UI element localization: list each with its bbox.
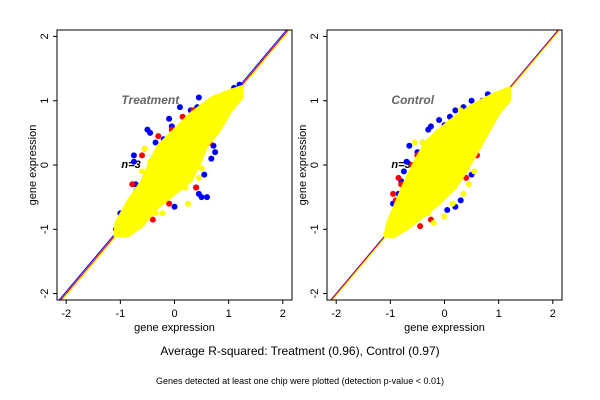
y-tick-label: -1 [309, 224, 321, 234]
data-point [203, 194, 210, 201]
y-axis-label: gene expression [297, 125, 309, 206]
data-point [471, 168, 478, 175]
data-point [130, 152, 137, 159]
data-point [400, 168, 407, 175]
data-point [139, 152, 146, 159]
y-tick-label: 1 [39, 98, 51, 104]
x-tick-label: -2 [331, 308, 341, 320]
data-point [139, 168, 146, 175]
y-tick-label: 2 [309, 33, 321, 39]
y-tick-label: -2 [309, 289, 321, 299]
data-point [166, 200, 173, 207]
data-point [411, 139, 418, 146]
data-point [182, 184, 189, 191]
data-point [130, 158, 137, 165]
plot-area: n=3 [330, 30, 561, 300]
data-point [417, 223, 424, 230]
y-tick-label: 1 [309, 98, 321, 104]
data-point [419, 139, 426, 146]
main-caption: Average R-squared: Treatment (0.96), Con… [160, 344, 440, 358]
data-point [166, 115, 173, 122]
data-point [436, 117, 443, 123]
x-axis-label: gene expression [404, 322, 485, 334]
data-point [129, 181, 136, 188]
data-point [395, 174, 402, 181]
data-point [427, 123, 434, 130]
data-point [425, 210, 432, 217]
data-point [468, 97, 475, 104]
plot-area: n=3 [58, 30, 291, 300]
x-tick-label: -1 [115, 308, 125, 320]
data-point [430, 219, 437, 226]
data-point [201, 171, 208, 178]
data-point [152, 210, 159, 217]
point-cloud [113, 85, 244, 238]
data-point [452, 107, 459, 114]
data-point [406, 142, 413, 149]
series-group [383, 86, 511, 239]
data-point [147, 129, 154, 136]
data-point [465, 181, 472, 188]
y-axis-label: gene expression [27, 125, 39, 206]
x-tick-label: 2 [280, 308, 286, 320]
series-group [113, 85, 244, 238]
x-axis-label: gene expression [134, 322, 215, 334]
data-point [212, 149, 219, 156]
data-point [208, 155, 215, 162]
x-tick-label: -2 [61, 308, 71, 320]
y-tick-label: -1 [39, 224, 51, 234]
x-tick-label: 0 [441, 308, 447, 320]
data-point [457, 107, 464, 114]
y-tick-label: 2 [39, 33, 51, 39]
data-point [171, 203, 178, 210]
data-point [193, 184, 200, 191]
data-point [185, 200, 192, 207]
data-point [449, 200, 456, 207]
sub-caption: Genes detected at least one chip were pl… [156, 376, 444, 386]
data-point [149, 216, 156, 223]
data-point [463, 174, 470, 181]
x-tick-label: 2 [550, 308, 556, 320]
data-point [390, 190, 397, 197]
data-point [187, 120, 194, 127]
data-point [198, 194, 205, 201]
data-point [441, 213, 448, 220]
data-point [198, 165, 205, 172]
data-point [141, 145, 148, 152]
panel-title: Treatment [121, 93, 180, 107]
x-tick-label: 0 [171, 308, 177, 320]
data-point [159, 210, 166, 217]
data-point [457, 197, 464, 204]
point-cloud [383, 86, 511, 239]
data-point [403, 158, 410, 165]
y-tick-label: 0 [39, 162, 51, 168]
data-point [460, 190, 467, 197]
data-point [147, 158, 154, 165]
data-point [155, 133, 162, 140]
data-point [195, 94, 202, 101]
data-point [152, 139, 159, 146]
x-tick-label: 1 [226, 308, 232, 320]
data-point [444, 207, 451, 213]
x-tick-label: 1 [496, 308, 502, 320]
data-point [176, 104, 183, 111]
y-tick-label: 0 [309, 162, 321, 168]
panel-title: Control [391, 93, 434, 107]
data-point [195, 174, 202, 181]
y-tick-label: -2 [39, 289, 51, 299]
x-tick-label: -1 [385, 308, 395, 320]
